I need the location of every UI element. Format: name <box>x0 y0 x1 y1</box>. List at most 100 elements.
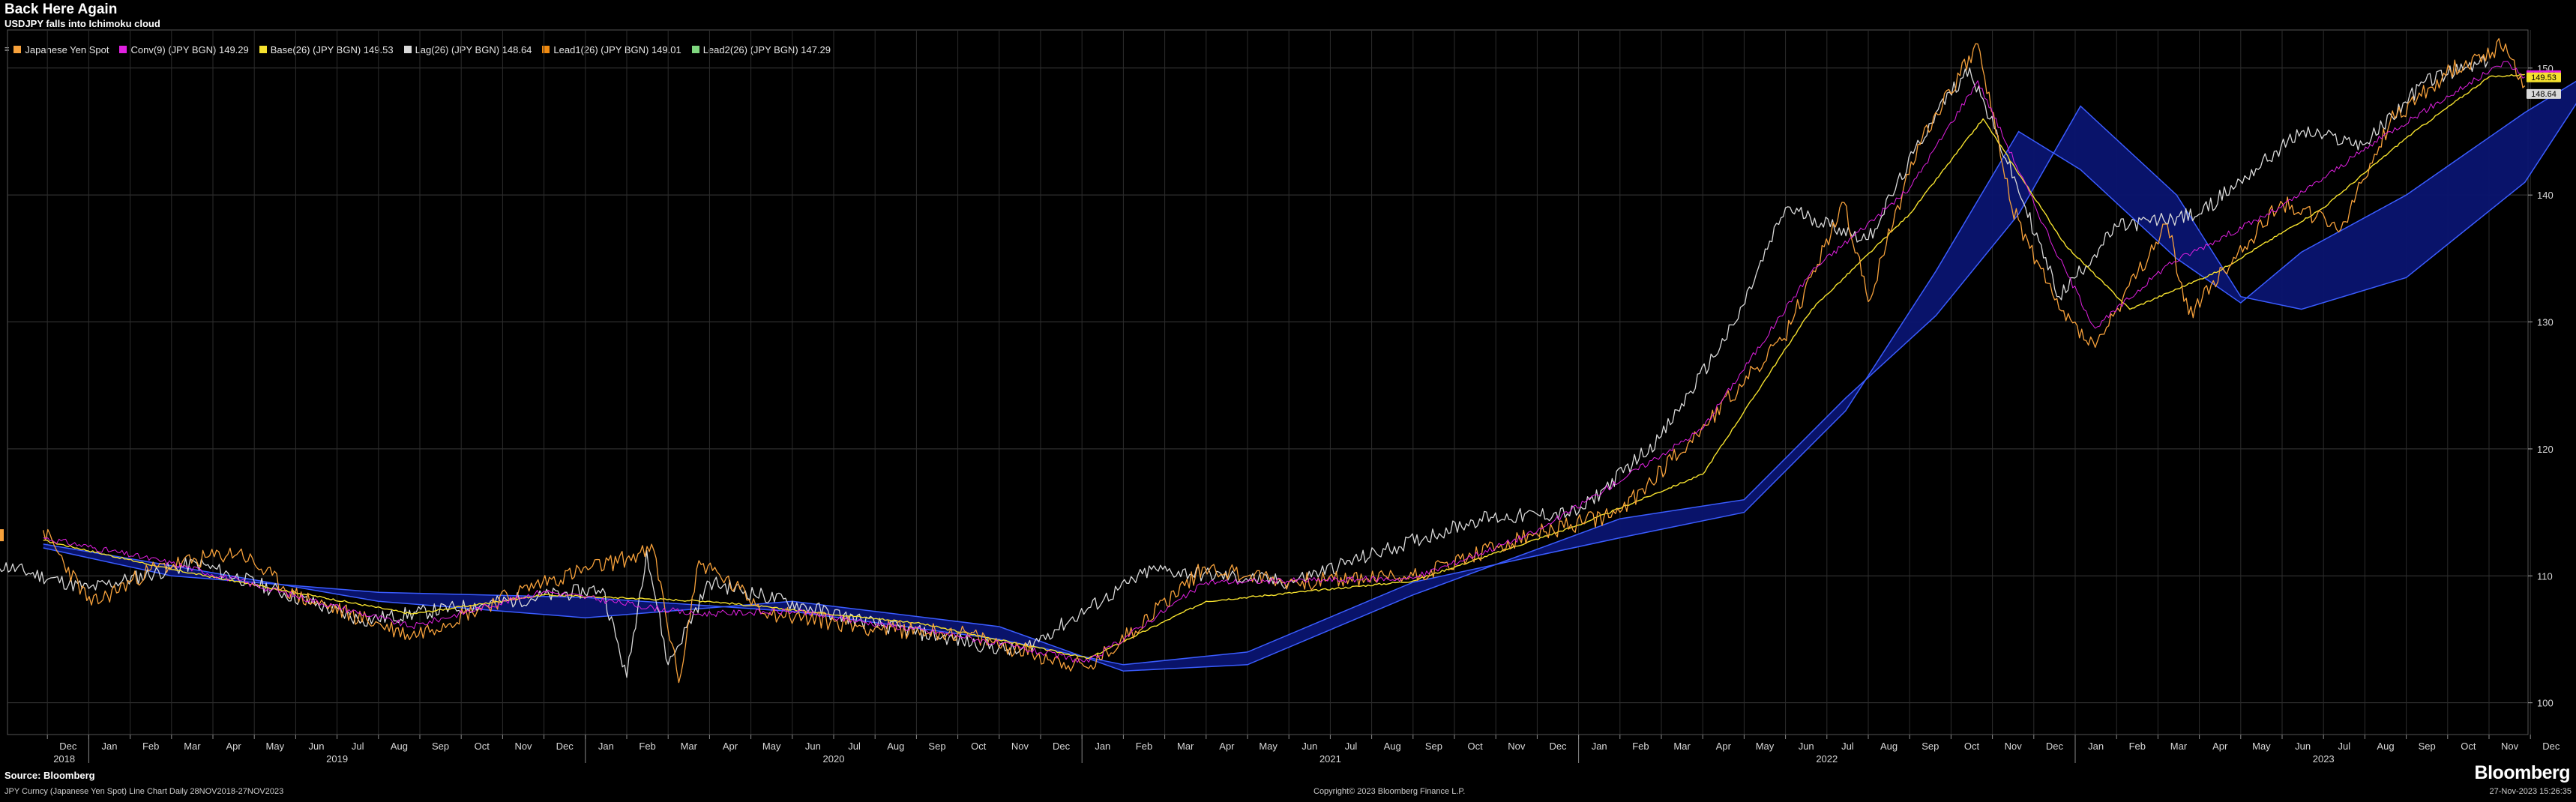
x-tick-label: Jul <box>848 741 861 752</box>
last-value-badge <box>2527 72 2561 82</box>
x-tick-label: May <box>1756 741 1775 752</box>
year-label: 2020 <box>823 753 845 765</box>
cloud-edge-lead2 <box>43 103 2576 672</box>
chart-title: Back Here Again <box>4 1 118 17</box>
year-label: 2022 <box>1816 753 1838 765</box>
legend-swatch <box>691 46 699 53</box>
x-tick-label: Oct <box>1467 741 1483 752</box>
legend-label: Japanese Yen Spot <box>25 43 109 55</box>
x-tick-label: Nov <box>2501 741 2519 752</box>
x-tick-label: Dec <box>59 741 77 752</box>
copyright-note: Copyright© 2023 Bloomberg Finance L.P. <box>1313 787 1466 796</box>
series-lines <box>0 37 2526 684</box>
legend-swatch <box>259 46 267 53</box>
legend-swatch <box>119 46 127 53</box>
x-tick-label: Sep <box>432 741 449 752</box>
year-label: 2023 <box>2313 753 2335 765</box>
x-tick-label: Feb <box>1632 741 1649 752</box>
ichimoku-cloud <box>43 80 2576 672</box>
x-tick-label: Apr <box>1716 741 1732 752</box>
x-tick-label: Jun <box>2295 741 2311 752</box>
x-tick-label: Mar <box>1177 741 1194 752</box>
x-tick-label: Oct <box>2461 741 2476 752</box>
legend-expand-icon[interactable]: ≡ <box>4 45 10 54</box>
x-tick-label: Jul <box>1841 741 1854 752</box>
x-tick-label: Feb <box>142 741 159 752</box>
x-tick-label: Feb <box>639 741 655 752</box>
x-tick-label: Nov <box>1011 741 1029 752</box>
grid-lines <box>7 29 2531 735</box>
timestamp: 27-Nov-2023 15:26:35 <box>2489 787 2572 796</box>
chart-description: JPY Curncy (Japanese Yen Spot) Line Char… <box>4 787 284 796</box>
x-tick-label: Nov <box>514 741 532 752</box>
x-tick-label: Jan <box>1095 741 1110 752</box>
x-tick-label: May <box>762 741 781 752</box>
x-tick-label: Mar <box>1673 741 1691 752</box>
x-tick-label: Jun <box>1301 741 1317 752</box>
x-tick-label: Mar <box>184 741 201 752</box>
x-tick-label: Oct <box>971 741 987 752</box>
x-tick-label: Apr <box>723 741 738 752</box>
x-tick-label: Sep <box>1425 741 1442 752</box>
x-tick-label: Dec <box>1053 741 1071 752</box>
x-tick-label: Apr <box>1219 741 1235 752</box>
x-tick-label: Jan <box>598 741 614 752</box>
plot-frame <box>7 29 2529 735</box>
legend-swatch <box>13 46 22 53</box>
legend-swatch <box>542 46 550 53</box>
x-tick-label: Jun <box>1799 741 1814 752</box>
x-tick-label: May <box>266 741 285 752</box>
x-tick-label: Mar <box>2170 741 2188 752</box>
x-tick-label: May <box>2252 741 2271 752</box>
legend-item-lead2: Lead2(26) (JPY BGN) 147.29 <box>691 43 831 55</box>
x-tick-label: Jan <box>102 741 118 752</box>
x-tick-label: Mar <box>681 741 698 752</box>
x-tick-label: Aug <box>391 741 408 752</box>
x-tick-label: Apr <box>226 741 241 752</box>
x-tick-label: Dec <box>1549 741 1567 752</box>
chart-subtitle: USDJPY falls into Ichimoku cloud <box>4 18 160 29</box>
legend-label: Base(26) (JPY BGN) 149.53 <box>270 43 394 55</box>
x-tick-label: Jan <box>2088 741 2104 752</box>
x-tick-label: Jul <box>1345 741 1358 752</box>
cloud-edge-lead1 <box>43 80 2576 666</box>
y-tick-label: 140 <box>2537 190 2554 201</box>
legend-item-yen-spot: Japanese Yen Spot <box>13 44 109 55</box>
x-tick-label: Sep <box>1922 741 1939 752</box>
legend-swatch <box>403 46 412 53</box>
y-tick-label: 130 <box>2537 317 2554 328</box>
source-note: Source: Bloomberg <box>4 770 95 781</box>
year-label: 2019 <box>326 753 348 765</box>
spot-line <box>43 37 2526 684</box>
x-tick-label: Aug <box>887 741 904 752</box>
last-value-text: 149.53 <box>2531 73 2557 82</box>
y-tick-label: 120 <box>2537 444 2554 455</box>
x-tick-label: Jul <box>352 741 364 752</box>
x-tick-label: Jan <box>1592 741 1607 752</box>
last-value-text: 148.64 <box>2531 90 2557 99</box>
x-tick-label: May <box>1259 741 1278 752</box>
last-value-badge <box>2527 88 2561 99</box>
x-tick-label: Oct <box>475 741 490 752</box>
x-tick-label: Jun <box>309 741 325 752</box>
x-tick-label: Nov <box>2005 741 2023 752</box>
base-line <box>43 73 2525 660</box>
x-tick-label: Feb <box>2129 741 2146 752</box>
legend-label: Conv(9) (JPY BGN) 149.29 <box>130 43 249 55</box>
x-tick-label: Sep <box>2419 741 2436 752</box>
bloomberg-logo: Bloomberg <box>2474 762 2571 783</box>
y-tick-label: 100 <box>2537 698 2554 709</box>
x-tick-label: Apr <box>2212 741 2228 752</box>
legend-label: Lead2(26) (JPY BGN) 147.29 <box>702 43 831 55</box>
lag-line <box>0 55 2488 678</box>
x-tick-label: Sep <box>928 741 945 752</box>
x-tick-label: Jun <box>805 741 821 752</box>
x-tick-label: Dec <box>2046 741 2064 752</box>
legend-item-conv: Conv(9) (JPY BGN) 149.29 <box>119 43 249 55</box>
x-tick-label: Aug <box>1384 741 1401 752</box>
x-axis: Dec Jan Feb Mar Apr May Jun Jul Aug Sep Oct Nov Dec J… <box>46 735 2560 765</box>
x-tick-label: Aug <box>1880 741 1898 752</box>
x-tick-label: Dec <box>556 741 574 752</box>
x-tick-label: Aug <box>2377 741 2394 752</box>
